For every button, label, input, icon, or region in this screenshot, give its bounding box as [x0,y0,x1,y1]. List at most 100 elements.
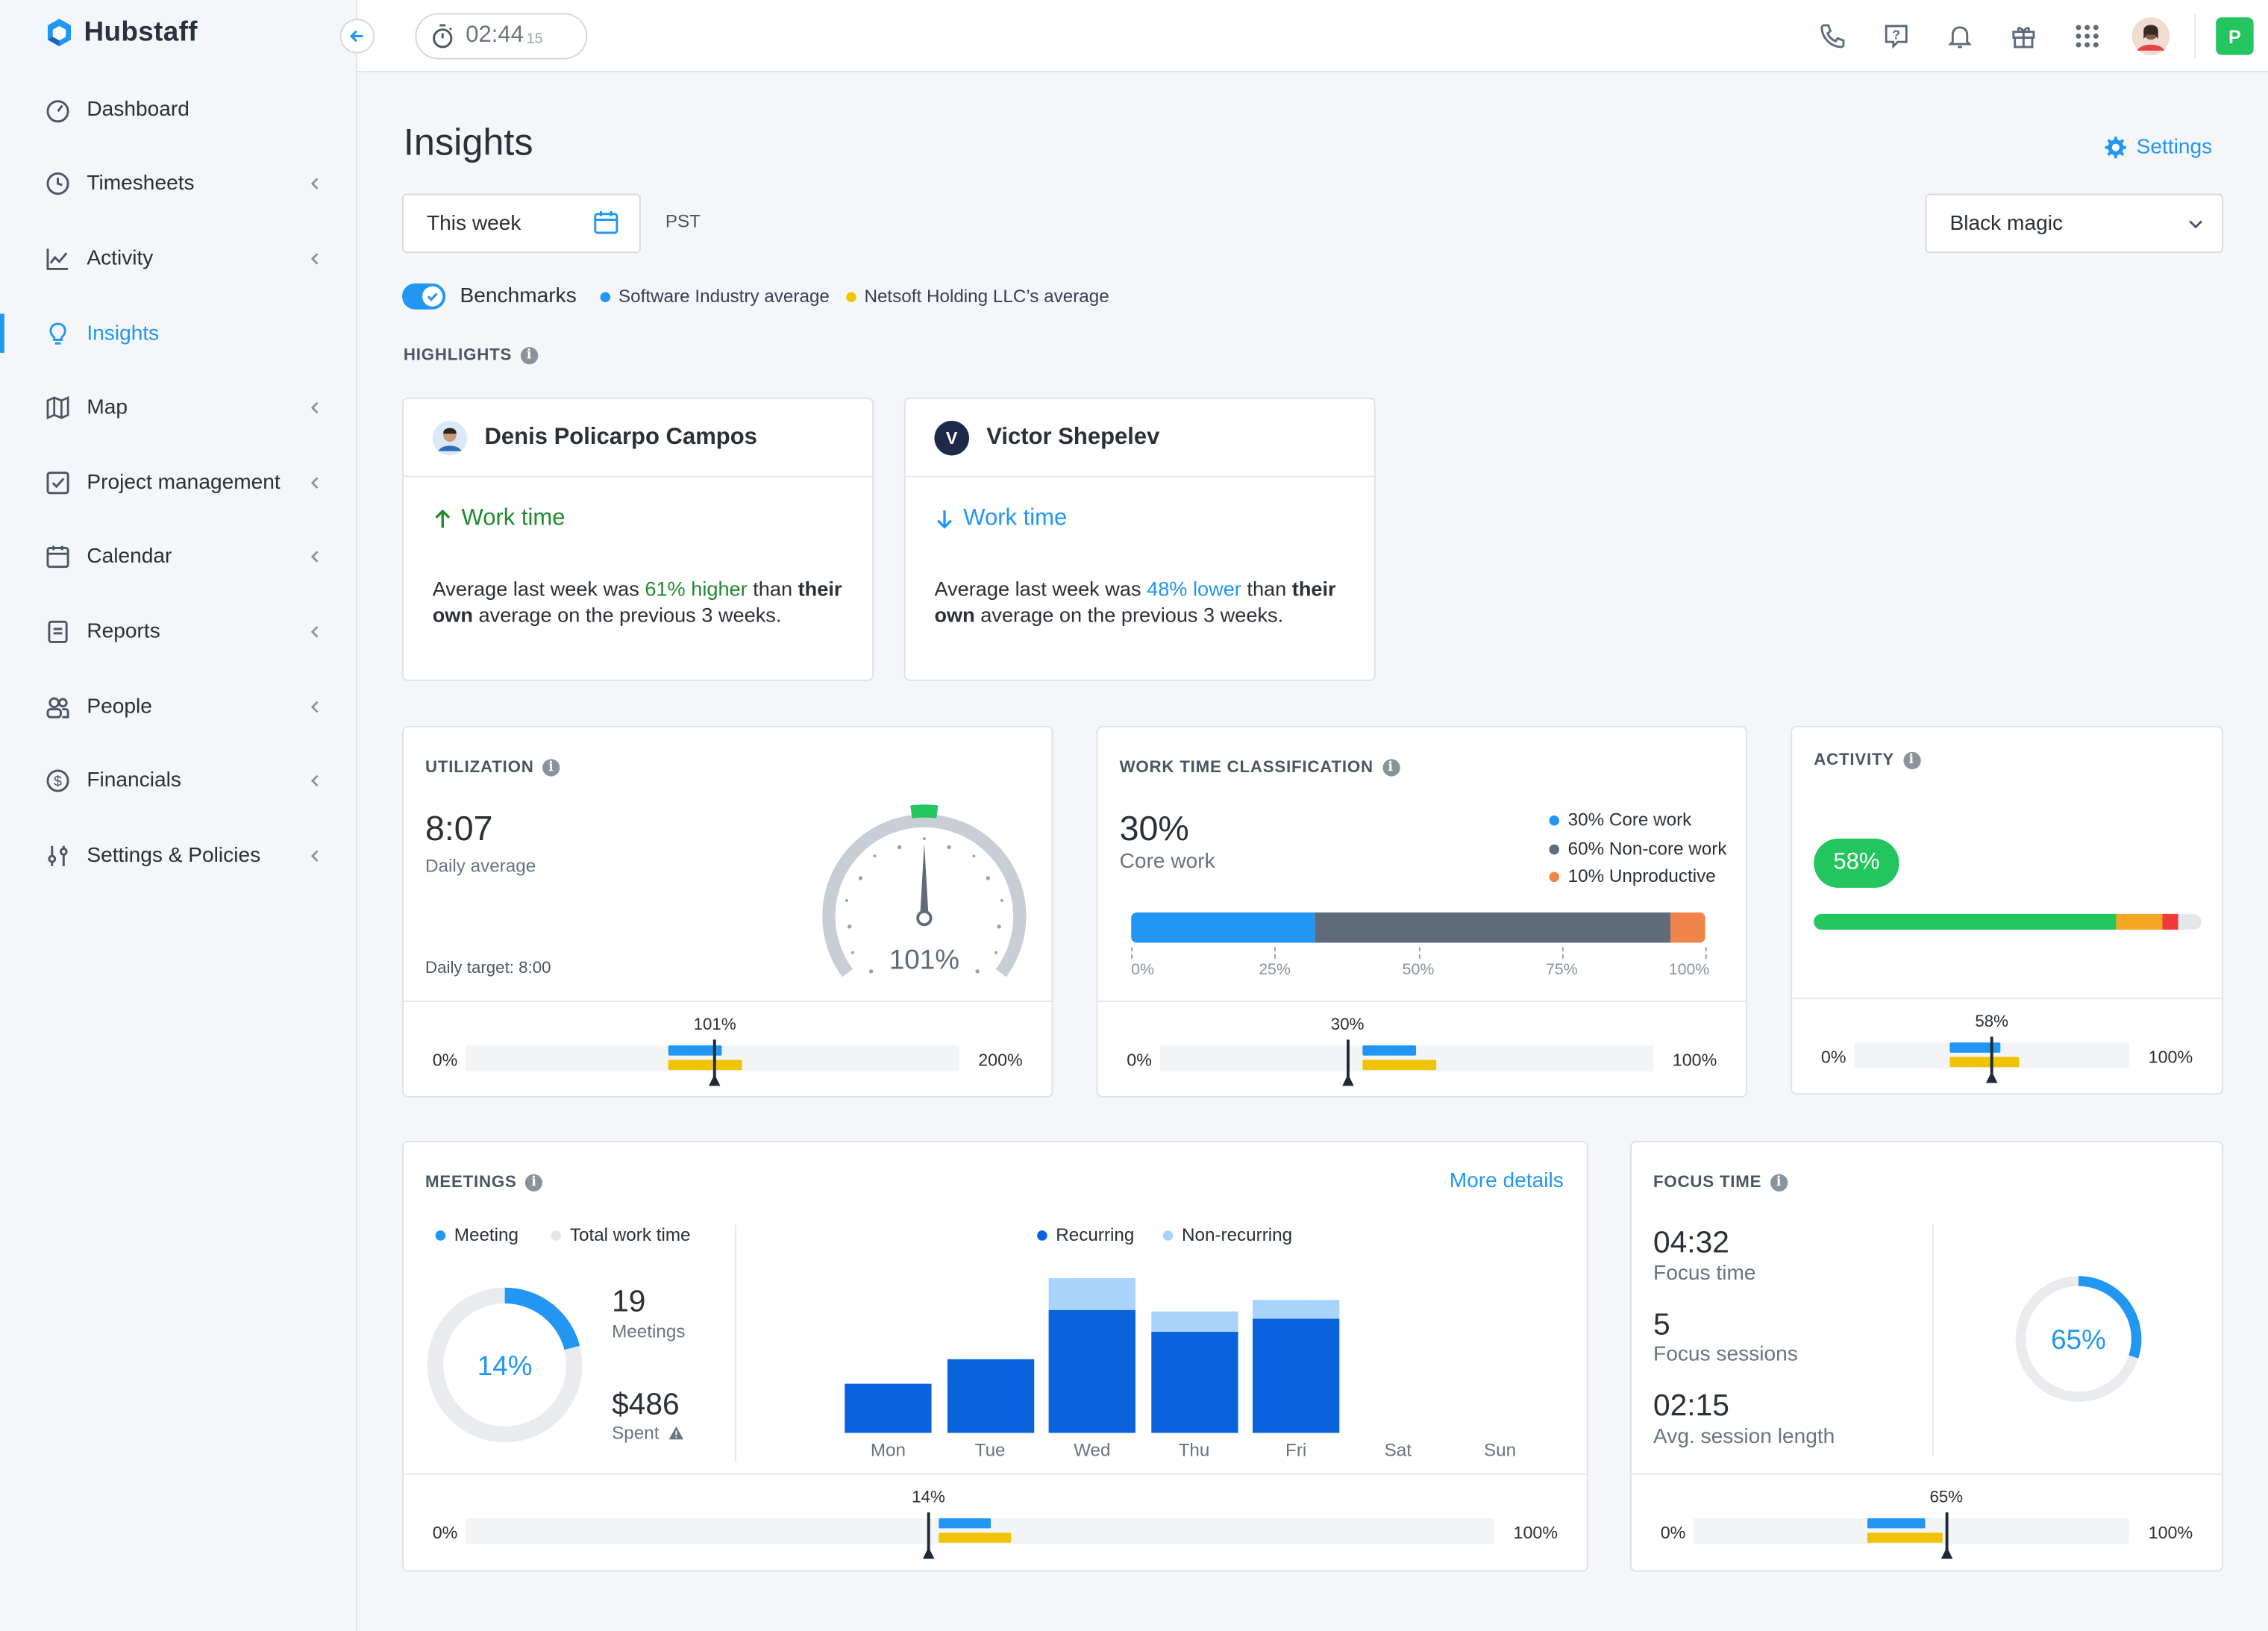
bar-non-recurring[interactable] [1048,1278,1135,1310]
activity-bar-segment [2178,913,2202,930]
benchmark-value: 58% [1975,1013,2008,1031]
warning-icon[interactable] [668,1426,683,1440]
sidebar-item-financials[interactable]: $ Financials [0,744,357,818]
more-details-link[interactable]: More details [1449,1169,1564,1193]
settings-link[interactable]: Settings [2102,134,2212,160]
highlight-person-name: Victor Shepelev [986,424,1160,449]
gauge-tick [858,876,863,880]
bar-recurring[interactable] [1150,1331,1238,1433]
axis-tick [1274,947,1276,959]
utilization-value-label: Daily average [425,856,536,877]
gauge-tick [845,898,848,902]
legend-recurring: Recurring [1037,1224,1134,1245]
bar-recurring[interactable] [946,1359,1034,1433]
apps-grid-icon[interactable] [2055,0,2119,72]
help-icon[interactable]: ? [1864,0,1928,72]
hubstaff-logo[interactable]: Hubstaff [43,17,198,49]
info-icon[interactable]: i [542,759,560,777]
checkbox-icon [45,469,71,495]
arrow-up-icon [435,509,451,528]
phone-icon[interactable] [1801,0,1864,72]
sidebar-item-label: Reports [87,620,160,644]
map-icon [45,395,71,421]
gauge-tick [847,924,852,929]
sidebar-item-project-management[interactable]: Project management [0,445,357,520]
benchmark-min-label: 0% [1820,1047,1846,1068]
axis-tick [1705,947,1707,959]
chevron-left-icon [310,850,319,862]
activity-bar-segment [1814,913,2117,930]
sidebar-item-people[interactable]: People [0,669,357,744]
info-icon[interactable]: i [1770,1174,1788,1192]
info-icon[interactable]: i [525,1174,543,1192]
benchmark-value: 14% [912,1489,945,1507]
benchmark-bar: 0% 100% 65% [1631,1473,2222,1571]
legend-item: 30% Core work [1549,807,1726,835]
calendar-icon [594,210,618,234]
bar-recurring[interactable] [1252,1318,1340,1433]
x-axis-label: Tue [974,1440,1006,1461]
sidebar-item-reports[interactable]: Reports [0,595,357,669]
bar-recurring[interactable] [1048,1309,1135,1433]
sidebar-item-dashboard[interactable]: Dashboard [0,72,357,147]
donut-arc [2015,1276,2142,1402]
benchmark-marker-triangle [1985,1071,1998,1083]
info-icon[interactable]: i [1382,759,1400,777]
top-bar: 02:44 15 ? P [339,0,2268,72]
sidebar-item-label: Calendar [87,545,172,569]
dashboard-icon [45,96,71,122]
benchmarks-row: Benchmarks Software Industry average Net… [401,283,1125,310]
focus-heading: FOCUS TIME i [1653,1174,1788,1192]
benchmark-marker [1990,1036,1993,1074]
info-icon[interactable]: i [1902,751,1920,769]
bar-recurring[interactable] [845,1383,932,1433]
sidebar-item-timesheets[interactable]: Timesheets [0,147,357,222]
info-icon[interactable]: i [520,347,539,365]
legend-company-label: Netsoft Holding LLC’s average [864,286,1109,307]
gauge-tick [994,951,997,954]
legend-label: Recurring [1056,1224,1135,1245]
bell-icon[interactable] [1928,0,1991,72]
date-range-value: This week [426,211,521,235]
sidebar-item-calendar[interactable]: Calendar [0,520,357,595]
sidebar-item-settings-policies[interactable]: Settings & Policies [0,818,357,893]
team-select-value: Black magic [1949,211,2064,235]
utilization-gauge: 101% [822,804,1027,977]
utilization-target: Daily target: 8:00 [425,959,551,978]
svg-text:?: ? [1892,27,1900,42]
legend-label: 30% Core work [1567,810,1692,830]
meetings-spent-label: Spent [612,1422,660,1444]
chevron-left-icon [310,775,319,787]
meetings-bar-chart: Mon Tue Wed Thu Fri Sat Sun [404,1142,1587,1475]
timer-widget[interactable]: 02:44 15 [415,13,588,60]
highlight-metric: Work time [934,506,1373,532]
bar-non-recurring[interactable] [1150,1311,1238,1332]
benchmarks-toggle[interactable] [401,283,446,310]
date-range-picker[interactable]: This week [401,193,641,254]
highlight-card: V Victor Shepelev Work time Average last… [903,397,1376,681]
benchmark-industry-bar [668,1045,723,1056]
hubstaff-logo-icon [47,19,72,47]
collapse-sidebar-button[interactable] [339,19,375,54]
activity-bar-segment [2162,913,2178,930]
bar-non-recurring[interactable] [1252,1300,1340,1319]
benchmark-bar: 0% 100% 14% [403,1473,1587,1571]
gauge-tick [1000,898,1003,902]
sidebar-item-map[interactable]: Map [0,371,357,445]
sidebar-item-label: Dashboard [87,98,189,122]
highlight-change: 48% lower [1147,577,1241,601]
gauge-tick [897,845,902,850]
sidebar-item-label: Insights [87,322,160,345]
gift-icon[interactable] [1992,0,2055,72]
people-icon [45,693,71,719]
chevron-left-icon [310,701,319,713]
legend-item: 10% Unproductive [1549,863,1726,892]
user-avatar[interactable] [2119,0,2182,72]
focus-time-label: Focus time [1653,1262,1756,1286]
sidebar-item-activity[interactable]: Activity [0,222,357,296]
team-select[interactable]: Black magic [1925,193,2223,254]
gauge-pivot [916,910,933,927]
highlight-header: Denis Policarpo Campos [403,399,873,478]
organization-badge[interactable]: P [2216,17,2254,55]
sidebar-item-insights[interactable]: Insights [0,296,357,371]
